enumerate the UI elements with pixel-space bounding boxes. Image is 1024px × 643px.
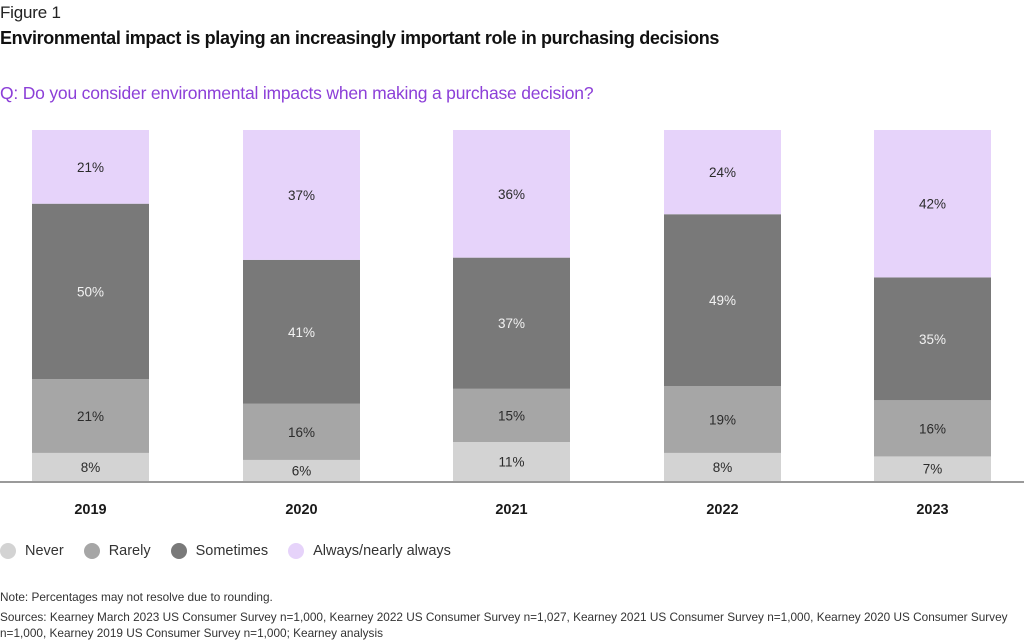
bar-segment-never-2023 (874, 456, 991, 481)
bar-group-2021: 11% 15% 37% 36% (453, 130, 570, 481)
bar-group-2020: 6% 16% 41% 37% (243, 130, 360, 481)
data-label-rarely-2019: 21% (77, 409, 104, 424)
data-label-rarely-2022: 19% (709, 413, 736, 428)
data-label-always-2019: 21% (77, 160, 104, 175)
legend-item-sometimes: Sometimes (170, 543, 269, 559)
bar-segment-never-2019 (32, 452, 149, 481)
bar-segment-sometimes-2019 (32, 203, 149, 380)
legend-label-never: Never (25, 543, 64, 559)
bar-segment-rarely-2022 (664, 386, 781, 453)
bar-group-2019: 8% 21% 50% 21% (32, 130, 149, 481)
bar-group-2022: 8% 19% 49% 24% (664, 130, 781, 481)
bar-segment-always-2023 (874, 130, 991, 278)
bar-segment-never-2020 (243, 459, 360, 481)
bar-segment-sometimes-2022 (664, 214, 781, 387)
data-label-never-2021: 11% (498, 455, 524, 470)
data-label-always-2021: 36% (498, 187, 525, 202)
bar-segment-rarely-2020 (243, 403, 360, 460)
data-label-rarely-2021: 15% (498, 408, 525, 423)
bar-segment-rarely-2023 (874, 400, 991, 457)
data-label-never-2020: 6% (292, 463, 312, 478)
data-label-sometimes-2020: 41% (288, 325, 315, 340)
x-tick-label-2019: 2019 (74, 502, 106, 518)
bar-segment-sometimes-2023 (874, 277, 991, 401)
data-label-always-2022: 24% (709, 165, 736, 180)
legend-label-rarely: Rarely (108, 543, 151, 559)
bar-segment-always-2022 (664, 130, 781, 215)
data-label-never-2019: 8% (81, 460, 101, 475)
data-label-never-2023: 7% (923, 462, 943, 477)
bar-segment-always-2019 (32, 130, 149, 204)
bar-group-2023: 7% 16% 35% 42% (874, 130, 991, 481)
legend-label-always: Always/nearly always (313, 543, 451, 559)
legend-swatch-rarely (83, 543, 100, 559)
bar-segment-sometimes-2020 (243, 259, 360, 404)
legend-swatch-sometimes (170, 543, 187, 559)
legend-item-never: Never (0, 543, 64, 559)
legend-swatch-always (288, 543, 305, 559)
data-label-never-2022: 8% (713, 460, 733, 475)
data-label-sometimes-2023: 35% (919, 332, 946, 347)
bar-segment-always-2021 (453, 130, 570, 258)
data-label-always-2023: 42% (919, 197, 946, 212)
chart-note: Note: Percentages may not resolve due to… (0, 590, 273, 604)
figure-label: Figure 1 (0, 3, 61, 22)
chart-title: Environmental impact is playing an incre… (0, 28, 720, 48)
x-tick-label-2020: 2020 (285, 502, 317, 518)
data-label-rarely-2023: 16% (919, 421, 946, 436)
legend-label-sometimes: Sometimes (195, 543, 269, 559)
bar-segment-rarely-2021 (453, 388, 570, 442)
bar-segment-sometimes-2021 (453, 257, 570, 389)
chart-legend: Never Rarely Sometimes Always/nearly alw… (0, 543, 471, 559)
legend-item-rarely: Rarely (83, 543, 151, 559)
x-tick-label-2022: 2022 (706, 502, 738, 518)
data-label-sometimes-2021: 37% (498, 316, 525, 331)
bar-segment-rarely-2019 (32, 379, 149, 453)
x-tick-label-2023: 2023 (916, 502, 948, 518)
chart-sources: Sources: Kearney March 2023 US Consumer … (0, 610, 1008, 640)
bar-segment-never-2021 (453, 442, 570, 481)
legend-swatch-never (0, 543, 16, 559)
data-label-sometimes-2019: 50% (77, 284, 104, 299)
data-label-rarely-2020: 16% (288, 425, 315, 440)
data-label-sometimes-2022: 49% (709, 293, 736, 308)
stacked-bar-chart: 8% 21% 50% 21% 2019 6% 16% 41% 37% 2020 11% 15% 37% 3… (0, 130, 1024, 518)
legend-item-always: Always/nearly always (288, 543, 451, 559)
chart-subtitle-question: Q: Do you consider environmental impacts… (0, 83, 594, 103)
data-label-always-2020: 37% (288, 188, 315, 203)
x-tick-label-2021: 2021 (495, 502, 527, 518)
bar-segment-never-2022 (664, 452, 781, 481)
bar-segment-always-2020 (243, 130, 360, 260)
